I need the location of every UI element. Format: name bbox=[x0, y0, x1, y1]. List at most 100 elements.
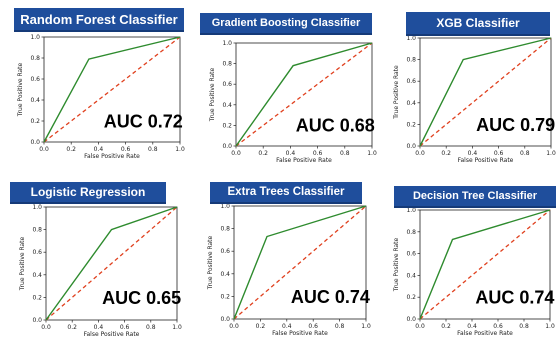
chart-title: Decision Tree Classifier bbox=[394, 186, 556, 208]
x-tick-label: 0.2 bbox=[441, 323, 451, 330]
chance-diagonal-line bbox=[419, 209, 551, 320]
y-tick-label: 0.0 bbox=[32, 317, 42, 324]
x-tick-label: 0.8 bbox=[520, 150, 530, 157]
chart-title: XGB Classifier bbox=[406, 12, 550, 36]
y-tick-label: 0.0 bbox=[406, 316, 416, 323]
y-tick-label: 0.4 bbox=[406, 272, 416, 279]
chance-diagonal-line bbox=[235, 42, 373, 147]
roc-curve bbox=[45, 206, 178, 321]
x-axis-label: False Positive Rate bbox=[272, 330, 328, 337]
y-axis-label: True Positive Rate bbox=[19, 236, 26, 291]
y-axis-label: True Positive Rate bbox=[207, 235, 214, 290]
y-tick-label: 1.0 bbox=[30, 34, 40, 41]
chart-title: Logistic Regression bbox=[10, 182, 166, 204]
x-tick-label: 0.4 bbox=[286, 150, 296, 157]
plot-frame bbox=[45, 206, 178, 321]
x-axis-label: False Positive Rate bbox=[84, 153, 140, 160]
y-tick-label: 0.4 bbox=[32, 272, 42, 279]
plot-frame bbox=[419, 209, 551, 320]
chance-diagonal-line bbox=[233, 205, 367, 320]
roc-chart-random-forest: 0.0 0.2 0.4 0.6 0.8 1.0 0.0 0.2 0.4 0.6 0.8 1.0 Fals… bbox=[8, 4, 186, 166]
x-tick-label: 0.2 bbox=[66, 146, 76, 153]
x-tick-label: 1.0 bbox=[545, 323, 555, 330]
roc-chart-decision-tree: 0.0 0.2 0.4 0.6 0.8 1.0 0.0 0.2 0.4 0.6 0.8 1.0 Fals… bbox=[380, 172, 557, 338]
x-tick-label: 0.2 bbox=[67, 324, 77, 331]
roc-curve bbox=[419, 209, 551, 320]
x-axis-label: False Positive Rate bbox=[458, 157, 514, 164]
y-tick-label: 0.4 bbox=[220, 271, 230, 278]
y-tick-label: 1.0 bbox=[406, 35, 416, 42]
y-tick-label: 0.8 bbox=[406, 57, 416, 64]
roc-curve bbox=[43, 36, 181, 143]
y-tick-label: 0.6 bbox=[30, 76, 40, 83]
x-tick-label: 0.0 bbox=[231, 150, 241, 157]
y-tick-label: 1.0 bbox=[222, 40, 232, 47]
y-tick-label: 0.6 bbox=[220, 248, 230, 255]
y-axis-label: True Positive Rate bbox=[209, 67, 216, 122]
plot-frame bbox=[419, 37, 552, 147]
y-tick-label: 0.4 bbox=[406, 100, 416, 107]
x-tick-label: 0.4 bbox=[282, 323, 292, 330]
x-tick-label: 0.4 bbox=[94, 324, 104, 331]
y-tick-label: 0.4 bbox=[30, 97, 40, 104]
y-tick-label: 0.0 bbox=[30, 139, 40, 146]
y-tick-label: 1.0 bbox=[220, 203, 230, 210]
chance-diagonal-line bbox=[419, 37, 552, 147]
chart-svg: 0.0 0.2 0.4 0.6 0.8 1.0 0.0 0.2 0.4 0.6 0.8 1.0 Fals… bbox=[207, 203, 371, 337]
y-tick-label: 0.2 bbox=[406, 294, 416, 301]
x-tick-label: 0.6 bbox=[494, 150, 504, 157]
x-tick-label: 0.0 bbox=[415, 323, 425, 330]
x-tick-label: 0.6 bbox=[308, 323, 318, 330]
chart-svg: 0.0 0.2 0.4 0.6 0.8 1.0 0.0 0.2 0.4 0.6 0.8 1.0 Fals… bbox=[17, 34, 185, 160]
chart-svg: 0.0 0.2 0.4 0.6 0.8 1.0 0.0 0.2 0.4 0.6 0.8 1.0 Fals… bbox=[393, 35, 556, 164]
x-tick-label: 0.2 bbox=[258, 150, 268, 157]
x-axis-label: False Positive Rate bbox=[457, 330, 513, 337]
y-tick-label: 0.6 bbox=[222, 81, 232, 88]
x-tick-label: 0.8 bbox=[148, 146, 158, 153]
chance-diagonal-line bbox=[43, 36, 181, 143]
roc-curve bbox=[233, 205, 367, 320]
y-tick-label: 0.8 bbox=[32, 227, 42, 234]
x-tick-label: 0.6 bbox=[121, 146, 131, 153]
x-tick-label: 0.8 bbox=[146, 324, 156, 331]
roc-chart-xgb: 0.0 0.2 0.4 0.6 0.8 1.0 0.0 0.2 0.4 0.6 0.8 1.0 Fals… bbox=[380, 4, 557, 166]
roc-chart-gradient-boosting: 0.0 0.2 0.4 0.6 0.8 1.0 0.0 0.2 0.4 0.6 0.8 1.0 Fals… bbox=[196, 4, 377, 166]
plot-frame bbox=[235, 42, 373, 147]
x-tick-label: 1.0 bbox=[172, 324, 182, 331]
x-tick-label: 0.2 bbox=[441, 150, 451, 157]
x-tick-label: 0.6 bbox=[493, 323, 503, 330]
auc-label: AUC 0.74 bbox=[475, 288, 554, 308]
y-tick-label: 0.2 bbox=[32, 294, 42, 301]
chart-title: Gradient Boosting Classifier bbox=[200, 13, 372, 35]
x-tick-label: 0.0 bbox=[229, 323, 239, 330]
auc-label: AUC 0.72 bbox=[104, 111, 183, 131]
x-tick-label: 0.0 bbox=[415, 150, 425, 157]
x-axis-label: False Positive Rate bbox=[84, 331, 140, 338]
y-tick-label: 0.0 bbox=[406, 143, 416, 150]
y-tick-label: 0.4 bbox=[222, 102, 232, 109]
x-tick-label: 0.4 bbox=[94, 146, 104, 153]
plot-frame bbox=[233, 205, 367, 320]
y-tick-label: 0.2 bbox=[406, 121, 416, 128]
x-tick-label: 1.0 bbox=[175, 146, 185, 153]
x-tick-label: 0.4 bbox=[468, 150, 478, 157]
y-tick-label: 0.0 bbox=[220, 316, 230, 323]
x-tick-label: 0.2 bbox=[256, 323, 266, 330]
y-axis-label: True Positive Rate bbox=[393, 65, 400, 120]
y-tick-label: 0.2 bbox=[222, 122, 232, 129]
x-tick-label: 0.8 bbox=[340, 150, 350, 157]
y-tick-label: 0.8 bbox=[30, 55, 40, 62]
y-tick-label: 0.6 bbox=[32, 249, 42, 256]
chart-title: Extra Trees Classifier bbox=[210, 182, 362, 204]
y-tick-label: 0.2 bbox=[220, 293, 230, 300]
y-tick-label: 0.8 bbox=[406, 229, 416, 236]
x-tick-label: 0.8 bbox=[335, 323, 345, 330]
auc-label: AUC 0.68 bbox=[296, 116, 375, 136]
y-tick-label: 0.8 bbox=[222, 61, 232, 68]
chart-title: Random Forest Classifier bbox=[14, 8, 184, 32]
y-axis-label: True Positive Rate bbox=[393, 237, 400, 292]
chance-diagonal-line bbox=[45, 206, 178, 321]
auc-label: AUC 0.79 bbox=[476, 115, 555, 135]
roc-chart-extra-trees: 0.0 0.2 0.4 0.6 0.8 1.0 0.0 0.2 0.4 0.6 0.8 1.0 Fals… bbox=[196, 172, 374, 338]
y-tick-label: 0.0 bbox=[222, 143, 232, 150]
